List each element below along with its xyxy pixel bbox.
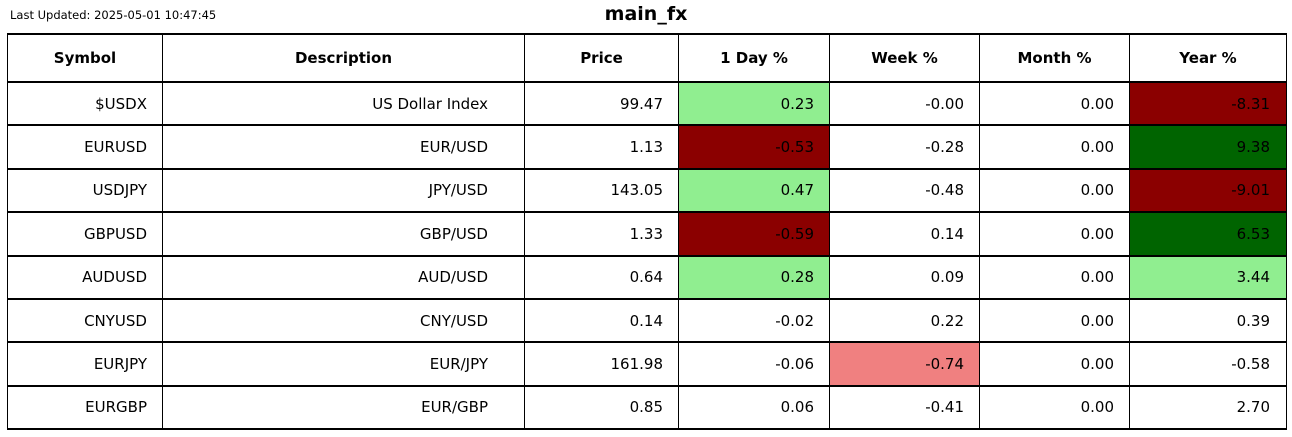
- cell-month-pct: 0.00: [979, 167, 1130, 214]
- cell-price: 161.98: [524, 341, 679, 387]
- cell-month-pct: 0.00: [979, 341, 1130, 387]
- cell-description: EUR/GBP: [162, 384, 525, 431]
- cell-week-pct: -0.41: [829, 384, 980, 431]
- cell-year-pct: 0.39: [1129, 297, 1287, 344]
- cell-month-pct: 0.00: [979, 211, 1130, 257]
- cell-symbol: EURUSD: [7, 124, 163, 170]
- table-row: CNYUSD CNY/USD 0.14 -0.02 0.22 0.00 0.39: [7, 297, 1287, 344]
- column-header-week-pct: Week %: [829, 33, 980, 83]
- cell-month-pct: 0.00: [979, 124, 1130, 170]
- cell-symbol: EURJPY: [7, 341, 163, 387]
- cell-week-pct: -0.00: [829, 80, 980, 127]
- fx-table-body: $USDX US Dollar Index 99.47 0.23 -0.00 0.00 -8…: [7, 80, 1287, 431]
- cell-price: 143.05: [524, 167, 679, 214]
- cell-symbol: $USDX: [7, 80, 163, 127]
- cell-week-pct: 0.09: [829, 254, 980, 300]
- table-row: USDJPY JPY/USD 143.05 0.47 -0.48 0.00 -9.01: [7, 167, 1287, 214]
- cell-week-pct: 0.14: [829, 211, 980, 257]
- cell-month-pct: 0.00: [979, 384, 1130, 431]
- table-row: EURJPY EUR/JPY 161.98 -0.06 -0.74 0.00 -0.58: [7, 341, 1287, 387]
- cell-price: 1.33: [524, 211, 679, 257]
- cell-price: 1.13: [524, 124, 679, 170]
- cell-price: 0.85: [524, 384, 679, 431]
- cell-year-pct: -8.31: [1129, 80, 1287, 127]
- cell-year-pct: 3.44: [1129, 254, 1287, 300]
- cell-symbol: EURGBP: [7, 384, 163, 431]
- cell-1-day-pct: 0.28: [678, 254, 830, 300]
- cell-year-pct: -0.58: [1129, 341, 1287, 387]
- cell-week-pct: 0.22: [829, 297, 980, 344]
- cell-symbol: AUDUSD: [7, 254, 163, 300]
- cell-year-pct: 9.38: [1129, 124, 1287, 170]
- cell-description: JPY/USD: [162, 167, 525, 214]
- column-header-month-pct: Month %: [979, 33, 1130, 83]
- table-row: AUDUSD AUD/USD 0.64 0.28 0.09 0.00 3.44: [7, 254, 1287, 300]
- cell-month-pct: 0.00: [979, 80, 1130, 127]
- cell-1-day-pct: -0.53: [678, 124, 830, 170]
- cell-price: 99.47: [524, 80, 679, 127]
- cell-description: GBP/USD: [162, 211, 525, 257]
- cell-1-day-pct: 0.06: [678, 384, 830, 431]
- fx-table-header: Symbol Description Price 1 Day % Week % …: [7, 33, 1287, 83]
- cell-week-pct: -0.28: [829, 124, 980, 170]
- header-row: Symbol Description Price 1 Day % Week % …: [7, 33, 1287, 83]
- cell-week-pct: -0.48: [829, 167, 980, 214]
- cell-description: CNY/USD: [162, 297, 525, 344]
- column-header-description: Description: [162, 33, 525, 83]
- fx-table: Symbol Description Price 1 Day % Week % …: [7, 33, 1287, 431]
- cell-price: 0.64: [524, 254, 679, 300]
- last-updated-text: Last Updated: 2025-05-01 10:47:45: [10, 8, 217, 22]
- cell-symbol: GBPUSD: [7, 211, 163, 257]
- cell-description: EUR/JPY: [162, 341, 525, 387]
- cell-1-day-pct: 0.23: [678, 80, 830, 127]
- cell-1-day-pct: 0.47: [678, 167, 830, 214]
- cell-description: AUD/USD: [162, 254, 525, 300]
- cell-symbol: USDJPY: [7, 167, 163, 214]
- table-row: EURUSD EUR/USD 1.13 -0.53 -0.28 0.00 9.38: [7, 124, 1287, 170]
- cell-year-pct: -9.01: [1129, 167, 1287, 214]
- cell-1-day-pct: -0.02: [678, 297, 830, 344]
- table-row: $USDX US Dollar Index 99.47 0.23 -0.00 0.00 -8…: [7, 80, 1287, 127]
- cell-description: EUR/USD: [162, 124, 525, 170]
- cell-year-pct: 2.70: [1129, 384, 1287, 431]
- cell-price: 0.14: [524, 297, 679, 344]
- column-header-symbol: Symbol: [7, 33, 163, 83]
- column-header-year-pct: Year %: [1129, 33, 1287, 83]
- cell-month-pct: 0.00: [979, 297, 1130, 344]
- page-title: main_fx: [604, 3, 688, 25]
- cell-description: US Dollar Index: [162, 80, 525, 127]
- cell-year-pct: 6.53: [1129, 211, 1287, 257]
- column-header-price: Price: [524, 33, 679, 83]
- cell-symbol: CNYUSD: [7, 297, 163, 344]
- column-header-1-day-pct: 1 Day %: [678, 33, 830, 83]
- table-row: GBPUSD GBP/USD 1.33 -0.59 0.14 0.00 6.53: [7, 211, 1287, 257]
- cell-week-pct: -0.74: [829, 341, 980, 387]
- cell-1-day-pct: -0.06: [678, 341, 830, 387]
- table-row: EURGBP EUR/GBP 0.85 0.06 -0.41 0.00 2.70: [7, 384, 1287, 431]
- cell-month-pct: 0.00: [979, 254, 1130, 300]
- cell-1-day-pct: -0.59: [678, 211, 830, 257]
